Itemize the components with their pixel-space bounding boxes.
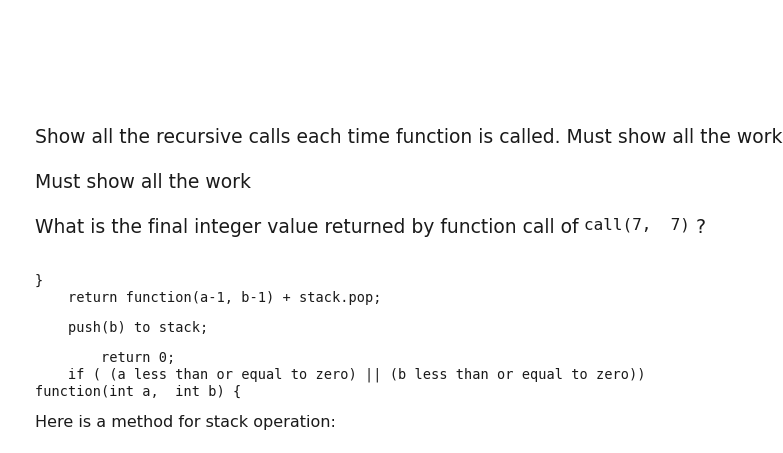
Text: Here is a method for stack operation:: Here is a method for stack operation: <box>35 415 336 430</box>
Text: push(b) to stack;: push(b) to stack; <box>35 321 208 335</box>
Text: Must show all the work: Must show all the work <box>35 173 251 192</box>
Text: return function(a-1, b-1) + stack.pop;: return function(a-1, b-1) + stack.pop; <box>35 291 381 305</box>
Text: }: } <box>35 274 43 288</box>
Text: Show all the recursive calls each time function is called. Must show all the wor: Show all the recursive calls each time f… <box>35 128 783 147</box>
Text: return 0;: return 0; <box>35 351 175 365</box>
Text: if ( (a less than or equal to zero) || (b less than or equal to zero)): if ( (a less than or equal to zero) || (… <box>35 368 645 382</box>
Text: ?: ? <box>691 218 706 237</box>
Text: function(int a,  int b) {: function(int a, int b) { <box>35 385 241 399</box>
Text: What is the final integer value returned by function call of: What is the final integer value returned… <box>35 218 584 237</box>
Text: call(7,  7): call(7, 7) <box>584 218 691 233</box>
